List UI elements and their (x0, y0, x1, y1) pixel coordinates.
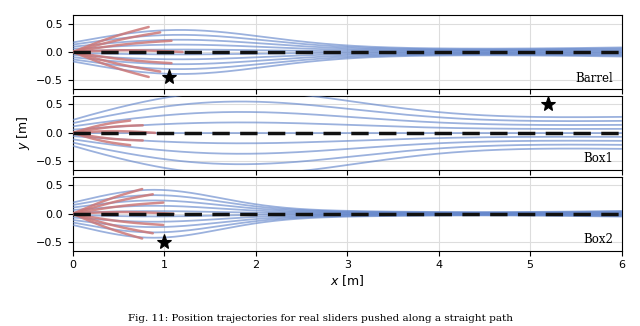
X-axis label: $x$ [m]: $x$ [m] (330, 273, 364, 288)
Text: Barrel: Barrel (575, 71, 613, 84)
Y-axis label: $y$ [m]: $y$ [m] (15, 116, 32, 150)
Text: Fig. 11: Position trajectories for real sliders pushed along a straight path: Fig. 11: Position trajectories for real … (127, 314, 513, 323)
Text: Box2: Box2 (584, 233, 613, 246)
Text: Box1: Box1 (584, 153, 613, 165)
